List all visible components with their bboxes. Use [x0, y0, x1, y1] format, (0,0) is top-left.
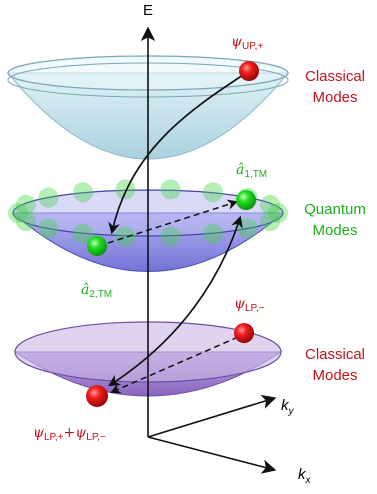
particle-a2-tm: [87, 236, 107, 256]
quantum-mode-dot: [115, 179, 136, 200]
quantum-mode-dot: [115, 226, 136, 247]
quantum-mode-dot: [15, 194, 36, 215]
particle-a1-tm: [236, 190, 256, 210]
particle-psi-lp-minus: [234, 323, 254, 343]
psi-lp-minus-sub: LP,−: [244, 303, 265, 314]
quantum-mode-dot: [237, 218, 258, 239]
particle-psi-up-plus: [239, 61, 259, 81]
ky-base: k: [281, 397, 289, 414]
psi-lp-minus-symbol: ψ: [234, 296, 245, 312]
ky-sub: y: [288, 406, 294, 417]
quantum-mode-dot: [8, 203, 28, 223]
sum-symbol-1: ψ: [33, 425, 44, 441]
quantum-mode-dot: [260, 211, 281, 232]
upper-modes-line-1: Classical: [304, 68, 365, 85]
kx-axis: [147, 436, 277, 474]
upper-modes-label: Classical Modes: [293, 66, 377, 108]
sum-sub-2: LP,−: [86, 432, 106, 443]
sum-plus: +: [63, 425, 76, 441]
a1-sub: 1,TM: [244, 169, 268, 180]
quantum-mode-dot: [38, 218, 59, 239]
label-psi-up-plus: ψUP,+: [231, 34, 263, 52]
quantum-mode-dot: [268, 203, 288, 223]
arrow-a2-to-a1-dashed: [107, 199, 238, 244]
arrow-a1-to-lp: [107, 215, 243, 387]
psi-up-sub: UP,+: [241, 41, 264, 52]
quantum-mode-dot: [160, 226, 181, 247]
quantum-mode-dot: [260, 194, 281, 215]
quantum-mode-dot: [203, 223, 223, 244]
label-a1-tm: â1,TM: [236, 162, 267, 180]
lower-modes-line-2: Modes: [312, 367, 358, 384]
quantum-mode-dot: [15, 211, 36, 232]
lower-modes-label: Classical Modes: [293, 344, 377, 386]
label-psi-lp-minus: ψLP,−: [234, 296, 265, 314]
a2-sub: 2,TM: [89, 289, 113, 300]
particles: [86, 61, 259, 407]
lower-modes-line-1: Classical: [304, 346, 365, 363]
label-a2-tm: â2,TM: [81, 282, 112, 300]
quantum-mode-dot: [38, 187, 59, 208]
middle-modes-label: Quantum Modes: [293, 199, 377, 241]
quantum-mode-dot: [203, 182, 223, 203]
middle-modes-line-2: Modes: [312, 222, 358, 239]
quantum-mode-dot: [160, 179, 181, 200]
arrow-up-to-a2: [108, 74, 244, 235]
energy-axis-label: E: [143, 2, 154, 19]
middle-modes-line-1: Quantum: [304, 201, 366, 218]
ky-axis: [147, 394, 277, 438]
sum-symbol-2: ψ: [75, 425, 87, 441]
ky-axis-label: ky: [281, 397, 294, 417]
kx-axis-label: kx: [298, 466, 311, 486]
transition-arrows: [107, 74, 244, 394]
arrow-lpminus-to-sum-dashed: [110, 336, 239, 394]
a2-symbol: â: [81, 282, 90, 298]
kx-sub: x: [305, 475, 311, 486]
psi-up-symbol: ψ: [231, 34, 242, 50]
label-psi-lp-sum: ψLP,++ψLP,−: [33, 425, 106, 443]
a1-symbol: â: [236, 162, 245, 178]
kx-base: k: [298, 466, 306, 483]
quantum-mode-dot: [73, 182, 93, 203]
particle-psi-lp-sum: [86, 385, 108, 407]
sum-sub-1: LP,+: [43, 432, 64, 443]
quantum-mode-dot: [73, 223, 93, 244]
upper-modes-line-2: Modes: [312, 89, 358, 106]
